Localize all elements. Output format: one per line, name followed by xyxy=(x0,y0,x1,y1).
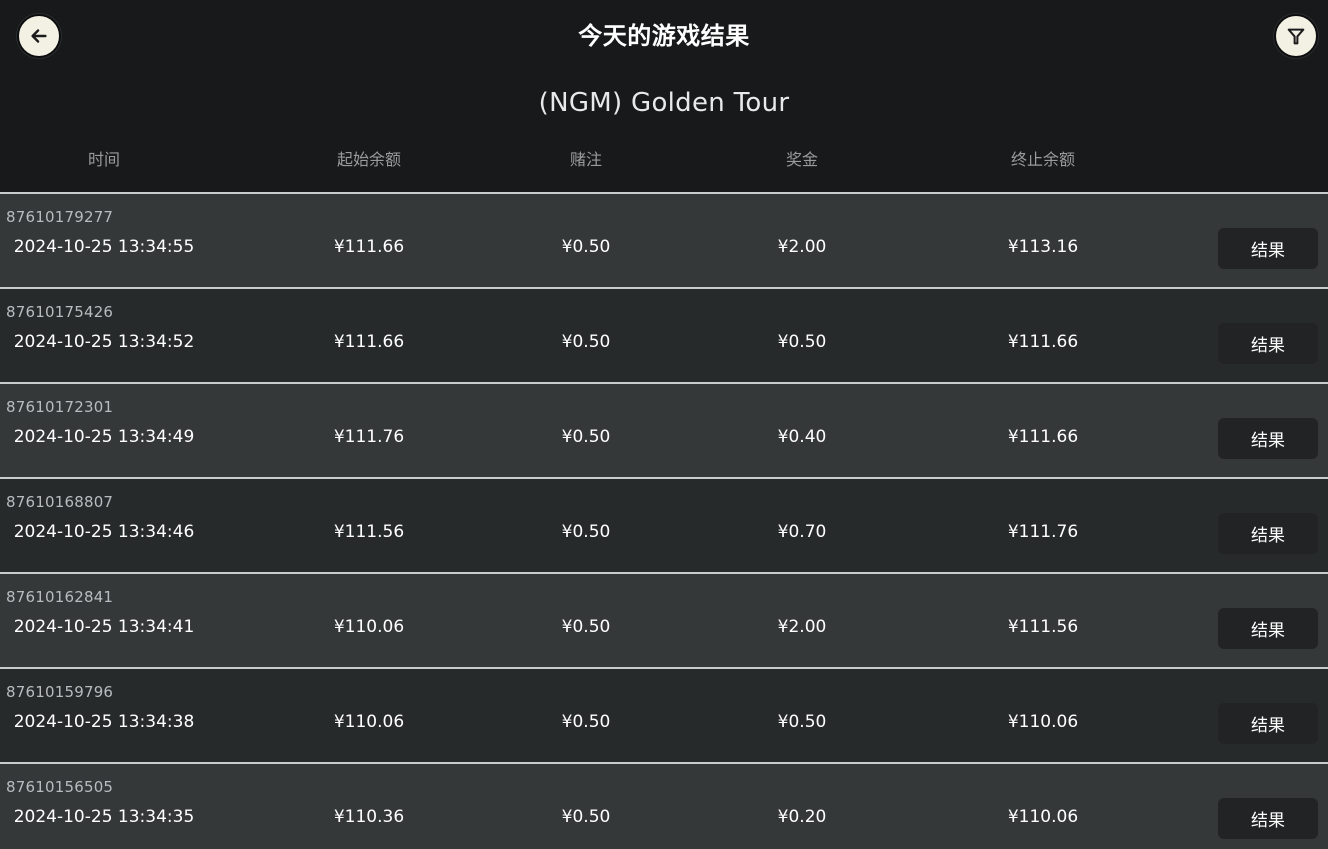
column-header-end-balance: 终止余额 xyxy=(1010,150,1076,169)
cell-end-balance: ¥111.76 xyxy=(1007,522,1079,542)
top-bar: 今天的游戏结果 xyxy=(0,0,1328,72)
cell-time: 2024-10-25 13:34:49 xyxy=(13,427,195,447)
result-button[interactable]: 结果 xyxy=(1218,703,1318,744)
cell-start-balance: ¥111.66 xyxy=(333,332,405,352)
round-id: 87610168807 xyxy=(6,493,114,511)
round-id: 87610175426 xyxy=(6,303,114,321)
result-button[interactable]: 结果 xyxy=(1218,228,1318,269)
cell-start-balance: ¥111.56 xyxy=(333,522,405,542)
cell-end-balance: ¥111.56 xyxy=(1007,617,1079,637)
table-row[interactable]: 87610156505 2024-10-25 13:34:35 ¥110.36 ¥0.… xyxy=(0,762,1328,849)
cell-time: 2024-10-25 13:34:35 xyxy=(13,807,195,827)
cell-end-balance: ¥113.16 xyxy=(1007,237,1079,257)
cell-start-balance: ¥111.66 xyxy=(333,237,405,257)
table-column-headers: 时间 起始余额 赌注 奖金 终止余额 xyxy=(0,134,1328,192)
table-row[interactable]: 87610159796 2024-10-25 13:34:38 ¥110.06 ¥0.… xyxy=(0,667,1328,762)
round-id: 87610179277 xyxy=(6,208,114,226)
cell-time: 2024-10-25 13:34:52 xyxy=(13,332,195,352)
cell-start-balance: ¥110.06 xyxy=(333,712,405,732)
game-title-section: (NGM) Golden Tour xyxy=(0,72,1328,134)
cell-win: ¥0.70 xyxy=(777,522,827,542)
cell-end-balance: ¥111.66 xyxy=(1007,427,1079,447)
result-button[interactable]: 结果 xyxy=(1218,323,1318,364)
filter-button[interactable] xyxy=(1274,14,1318,58)
column-header-start-balance: 起始余额 xyxy=(336,150,402,169)
cell-bet: ¥0.50 xyxy=(561,617,611,637)
result-button[interactable]: 结果 xyxy=(1218,608,1318,649)
result-button[interactable]: 结果 xyxy=(1218,513,1318,554)
cell-end-balance: ¥111.66 xyxy=(1007,332,1079,352)
cell-bet: ¥0.50 xyxy=(561,712,611,732)
cell-win: ¥0.20 xyxy=(777,807,827,827)
cell-win: ¥2.00 xyxy=(777,237,827,257)
page-title: 今天的游戏结果 xyxy=(578,22,750,50)
round-id: 87610172301 xyxy=(6,398,114,416)
cell-end-balance: ¥110.06 xyxy=(1007,807,1079,827)
result-button[interactable]: 结果 xyxy=(1218,418,1318,459)
cell-bet: ¥0.50 xyxy=(561,807,611,827)
cell-bet: ¥0.50 xyxy=(561,237,611,257)
cell-start-balance: ¥111.76 xyxy=(333,427,405,447)
round-id: 87610156505 xyxy=(6,778,114,796)
back-button[interactable] xyxy=(17,14,61,58)
cell-win: ¥2.00 xyxy=(777,617,827,637)
cell-bet: ¥0.50 xyxy=(561,427,611,447)
cell-bet: ¥0.50 xyxy=(561,522,611,542)
round-id: 87610162841 xyxy=(6,588,114,606)
filter-funnel-icon xyxy=(1285,25,1307,47)
column-header-bet: 赌注 xyxy=(569,150,603,169)
cell-win: ¥0.40 xyxy=(777,427,827,447)
cell-win: ¥0.50 xyxy=(777,332,827,352)
arrow-left-icon xyxy=(28,25,50,47)
cell-win: ¥0.50 xyxy=(777,712,827,732)
table-row[interactable]: 87610168807 2024-10-25 13:34:46 ¥111.56 ¥0.… xyxy=(0,477,1328,572)
cell-end-balance: ¥110.06 xyxy=(1007,712,1079,732)
table-row[interactable]: 87610179277 2024-10-25 13:34:55 ¥111.66 ¥0.… xyxy=(0,192,1328,287)
table-row[interactable]: 87610175426 2024-10-25 13:34:52 ¥111.66 ¥0.… xyxy=(0,287,1328,382)
game-name: (NGM) Golden Tour xyxy=(538,88,790,118)
result-button[interactable]: 结果 xyxy=(1218,798,1318,839)
cell-start-balance: ¥110.06 xyxy=(333,617,405,637)
table-row[interactable]: 87610172301 2024-10-25 13:34:49 ¥111.76 ¥0.… xyxy=(0,382,1328,477)
cell-time: 2024-10-25 13:34:55 xyxy=(13,237,195,257)
cell-time: 2024-10-25 13:34:46 xyxy=(13,522,195,542)
cell-time: 2024-10-25 13:34:41 xyxy=(13,617,195,637)
cell-time: 2024-10-25 13:34:38 xyxy=(13,712,195,732)
results-table-body: 87610179277 2024-10-25 13:34:55 ¥111.66 ¥0.… xyxy=(0,192,1328,849)
cell-start-balance: ¥110.36 xyxy=(333,807,405,827)
column-header-time: 时间 xyxy=(87,150,121,169)
round-id: 87610159796 xyxy=(6,683,114,701)
column-header-win: 奖金 xyxy=(785,150,819,169)
cell-bet: ¥0.50 xyxy=(561,332,611,352)
table-row[interactable]: 87610162841 2024-10-25 13:34:41 ¥110.06 ¥0.… xyxy=(0,572,1328,667)
